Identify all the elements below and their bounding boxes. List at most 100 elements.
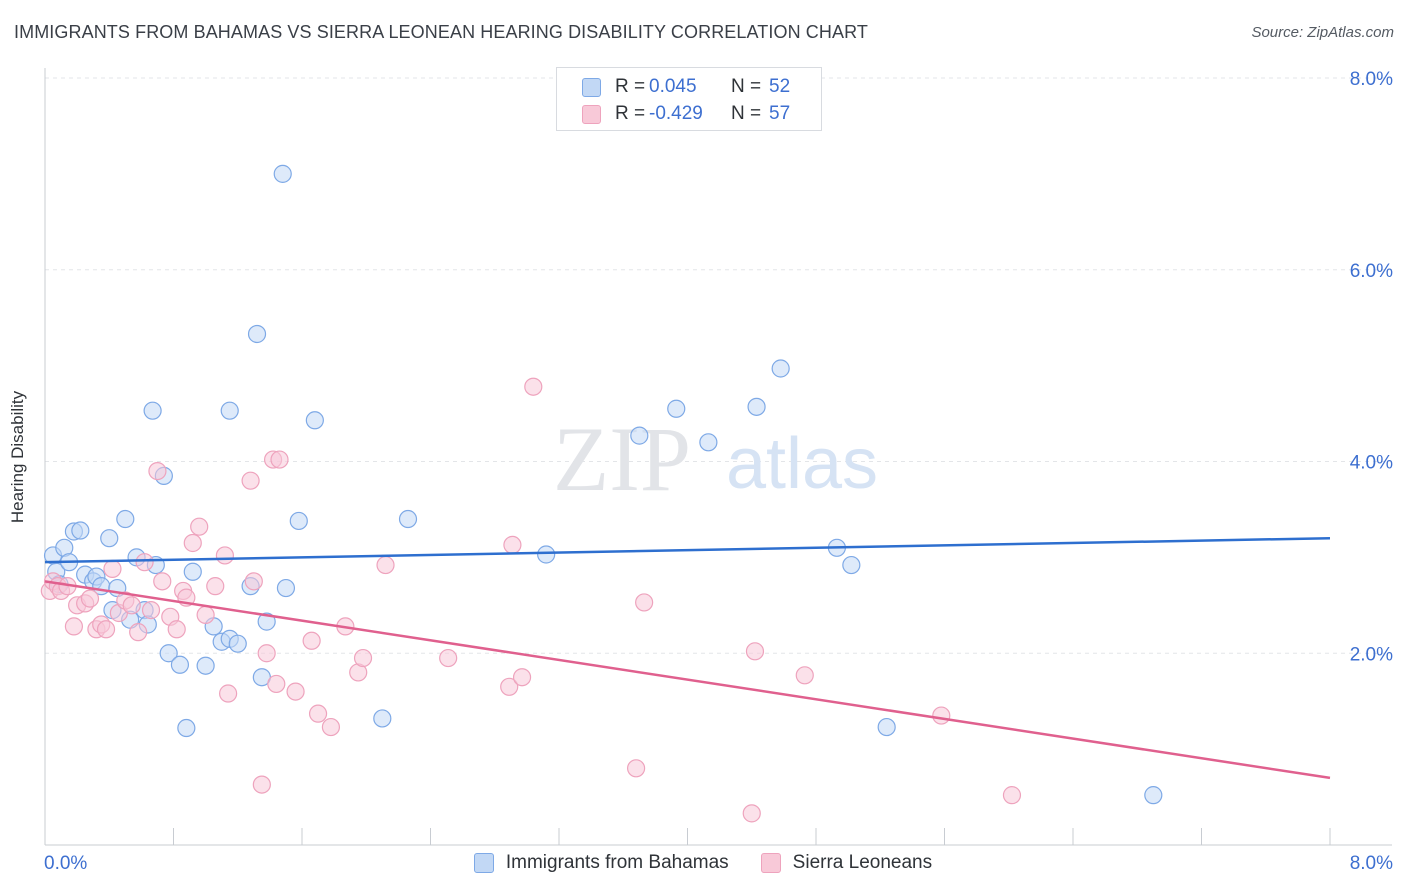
legend-r-label: R = — [615, 103, 646, 124]
y-tick-label-3: 8.0% — [1350, 69, 1393, 90]
point-bahamas-26[interactable] — [196, 656, 215, 675]
point-sierra-leoneans-18[interactable] — [141, 601, 161, 620]
point-sierra-leoneans-45[interactable] — [376, 555, 395, 575]
point-bahamas-30[interactable] — [228, 634, 247, 653]
point-sierra-leoneans-5[interactable] — [64, 617, 84, 636]
point-bahamas-45[interactable] — [699, 433, 718, 452]
point-bahamas-39[interactable] — [305, 411, 324, 430]
watermark: ZIP atlas — [553, 408, 878, 510]
point-bahamas-40[interactable] — [373, 709, 392, 728]
point-sierra-leoneans-26[interactable] — [190, 517, 209, 536]
point-bahamas-50[interactable] — [877, 717, 896, 737]
point-sierra-leoneans-49[interactable] — [503, 535, 522, 555]
point-sierra-leoneans-34[interactable] — [257, 644, 276, 663]
point-sierra-leoneans-17[interactable] — [135, 553, 154, 572]
series-sierra-leoneans — [40, 377, 1022, 823]
legend-n-value: 57 — [769, 103, 791, 124]
point-bahamas-49[interactable] — [842, 555, 861, 575]
point-bahamas-25[interactable] — [183, 562, 202, 581]
legend-item-sierra-leoneans[interactable]: Sierra Leoneans — [760, 852, 932, 874]
legend-r-label: R = — [615, 76, 646, 97]
trend-lines — [44, 536, 1331, 780]
point-bahamas-6[interactable] — [71, 521, 90, 540]
legend-r-value: 0.045 — [649, 76, 697, 97]
point-sierra-leoneans-15[interactable] — [122, 596, 141, 615]
y-tick-label-1: 4.0% — [1350, 453, 1393, 474]
legend-swatch-pink — [760, 853, 781, 873]
point-sierra-leoneans-53[interactable] — [742, 804, 761, 823]
point-sierra-leoneans-37[interactable] — [267, 674, 286, 694]
legend-swatch-blue — [582, 77, 601, 97]
point-sierra-leoneans-16[interactable] — [129, 623, 148, 642]
point-sierra-leoneans-12[interactable] — [103, 559, 122, 578]
point-bahamas-42[interactable] — [537, 545, 556, 564]
point-sierra-leoneans-56[interactable] — [932, 706, 951, 725]
point-sierra-leoneans-33[interactable] — [252, 775, 271, 794]
point-bahamas-38[interactable] — [289, 511, 308, 531]
chart-title: IMMIGRANTS FROM BAHAMAS VS SIERRA LEONEA… — [14, 22, 868, 42]
point-bahamas-23[interactable] — [170, 655, 190, 674]
legend-n-label: N = — [731, 76, 762, 97]
source-credit: Source: ZipAtlas.com — [1251, 24, 1394, 41]
point-bahamas-37[interactable] — [276, 578, 296, 598]
point-sierra-leoneans-38[interactable] — [286, 682, 305, 701]
point-sierra-leoneans-31[interactable] — [241, 471, 260, 490]
point-bahamas-14[interactable] — [116, 509, 135, 529]
point-bahamas-41[interactable] — [398, 509, 418, 529]
legend-swatch-blue — [473, 853, 494, 873]
point-sierra-leoneans-41[interactable] — [321, 717, 341, 737]
point-sierra-leoneans-47[interactable] — [500, 677, 519, 696]
point-bahamas-33[interactable] — [247, 324, 267, 344]
point-bahamas-35[interactable] — [257, 612, 276, 631]
point-sierra-leoneans-28[interactable] — [206, 577, 225, 596]
point-bahamas-24[interactable] — [177, 718, 196, 738]
point-sierra-leoneans-25[interactable] — [183, 533, 202, 553]
point-sierra-leoneans-54[interactable] — [745, 642, 765, 661]
y-tick-label-0: 2.0% — [1350, 644, 1393, 665]
point-sierra-leoneans-11[interactable] — [96, 620, 116, 639]
watermark-zip: ZIP — [553, 408, 691, 510]
point-sierra-leoneans-44[interactable] — [353, 648, 373, 668]
point-bahamas-11[interactable] — [100, 529, 119, 548]
point-bahamas-31[interactable] — [220, 401, 239, 420]
point-sierra-leoneans-32[interactable] — [244, 572, 263, 591]
point-bahamas-47[interactable] — [771, 359, 790, 378]
point-sierra-leoneans-46[interactable] — [439, 648, 458, 668]
point-bahamas-43[interactable] — [630, 426, 649, 445]
point-sierra-leoneans-40[interactable] — [308, 704, 328, 723]
point-bahamas-51[interactable] — [1144, 786, 1163, 805]
point-sierra-leoneans-19[interactable] — [148, 461, 167, 481]
tick-labels: 2.0% 4.0% 6.0% 8.0% 0.0% 8.0% — [44, 69, 1393, 874]
trend-line-sierra-leoneans — [44, 580, 1331, 780]
point-sierra-leoneans-57[interactable] — [1002, 786, 1022, 805]
point-bahamas-44[interactable] — [667, 399, 686, 418]
point-sierra-leoneans-29[interactable] — [215, 546, 234, 565]
point-bahamas-36[interactable] — [273, 164, 292, 183]
point-sierra-leoneans-39[interactable] — [302, 631, 321, 650]
point-bahamas-19[interactable] — [143, 401, 162, 420]
gridlines — [45, 77, 1392, 654]
point-sierra-leoneans-52[interactable] — [635, 593, 654, 612]
legend-label-bahamas: Immigrants from Bahamas — [505, 852, 729, 873]
legend-row-sierra-leoneans: R = -0.429 N = 57 — [582, 102, 790, 126]
point-sierra-leoneans-55[interactable] — [795, 666, 814, 685]
watermark-atlas: atlas — [726, 424, 878, 504]
point-sierra-leoneans-8[interactable] — [80, 589, 100, 608]
legend-n-value: 52 — [769, 76, 791, 97]
point-sierra-leoneans-48[interactable] — [512, 668, 532, 687]
legend-item-bahamas[interactable]: Immigrants from Bahamas — [473, 852, 729, 874]
point-sierra-leoneans-20[interactable] — [153, 572, 172, 591]
point-sierra-leoneans-22[interactable] — [167, 620, 186, 639]
point-sierra-leoneans-27[interactable] — [196, 605, 215, 625]
point-sierra-leoneans-36[interactable] — [270, 450, 289, 469]
point-sierra-leoneans-30[interactable] — [219, 684, 238, 703]
point-sierra-leoneans-51[interactable] — [626, 759, 646, 778]
point-bahamas-22[interactable] — [159, 644, 178, 663]
legend-swatch-pink — [582, 104, 601, 124]
point-bahamas-46[interactable] — [747, 397, 766, 416]
point-sierra-leoneans-50[interactable] — [524, 377, 543, 396]
legend-n-label: N = — [731, 103, 762, 124]
axes — [44, 68, 1392, 846]
legend-row-bahamas: R = 0.045 N = 52 — [582, 75, 790, 99]
x-tick-label-min: 0.0% — [44, 853, 87, 874]
